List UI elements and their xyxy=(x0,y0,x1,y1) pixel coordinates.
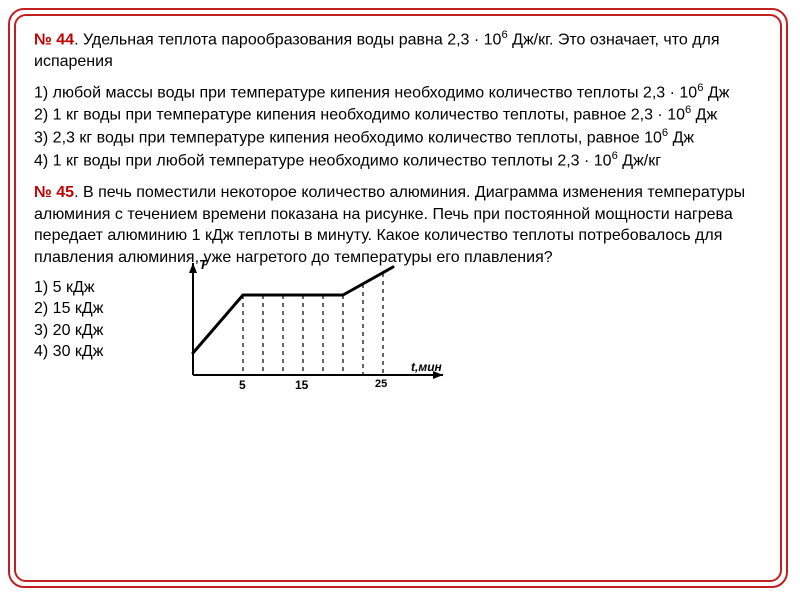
q44-prompt-a: . Удельная теплота парообразования воды … xyxy=(74,31,501,48)
frame-inner: № 44. Удельная теплота парообразования в… xyxy=(14,14,782,582)
q45-chart: Tt,мин 5 15 25 xyxy=(163,255,453,402)
q45-number: № 45 xyxy=(34,184,74,201)
q45-opt1: 1) 5 кДж xyxy=(34,277,103,299)
q44-opt2: 2) 1 кг воды при температуре кипения нео… xyxy=(34,103,762,126)
svg-text:t,мин: t,мин xyxy=(411,360,443,374)
q44-opt4: 4) 1 кг воды при любой температуре необх… xyxy=(34,149,762,172)
svg-text:15: 15 xyxy=(295,378,309,392)
q45-opt4: 4) 30 кДж xyxy=(34,341,103,363)
svg-text:T: T xyxy=(199,257,208,272)
q44-opt1: 1) любой массы воды при температуре кипе… xyxy=(34,81,762,104)
q45-opt3: 3) 20 кДж xyxy=(34,320,103,342)
q45-options: 1) 5 кДж 2) 15 кДж 3) 20 кДж 4) 30 кДж xyxy=(34,277,123,363)
q45-opt2: 2) 15 кДж xyxy=(34,298,103,320)
svg-text:25: 25 xyxy=(375,378,387,390)
svg-text:5: 5 xyxy=(239,378,246,392)
q44-opt3: 3) 2,3 кг воды при температуре кипения н… xyxy=(34,126,762,149)
q44-number: № 44 xyxy=(34,31,74,48)
question-45: № 45. В печь поместили некоторое количес… xyxy=(34,182,762,401)
q44-options: 1) любой массы воды при температуре кипе… xyxy=(34,81,762,173)
chart-svg: Tt,мин 5 15 25 xyxy=(163,255,453,395)
question-44: № 44. Удельная теплота парообразования в… xyxy=(34,28,762,172)
